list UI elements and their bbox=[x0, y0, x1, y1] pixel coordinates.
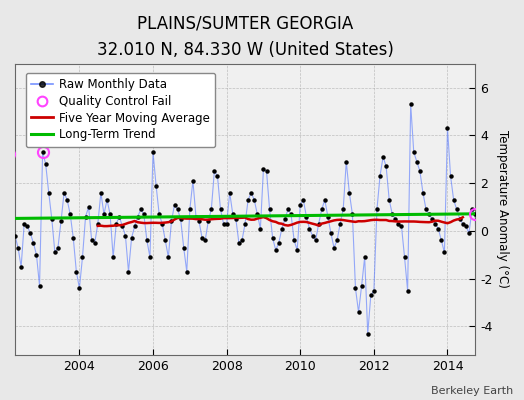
Title: PLAINS/SUMTER GEORGIA
32.010 N, 84.330 W (United States): PLAINS/SUMTER GEORGIA 32.010 N, 84.330 W… bbox=[96, 15, 394, 59]
Y-axis label: Temperature Anomaly (°C): Temperature Anomaly (°C) bbox=[496, 130, 509, 288]
Legend: Raw Monthly Data, Quality Control Fail, Five Year Moving Average, Long-Term Tren: Raw Monthly Data, Quality Control Fail, … bbox=[26, 72, 215, 147]
Text: Berkeley Earth: Berkeley Earth bbox=[431, 386, 514, 396]
